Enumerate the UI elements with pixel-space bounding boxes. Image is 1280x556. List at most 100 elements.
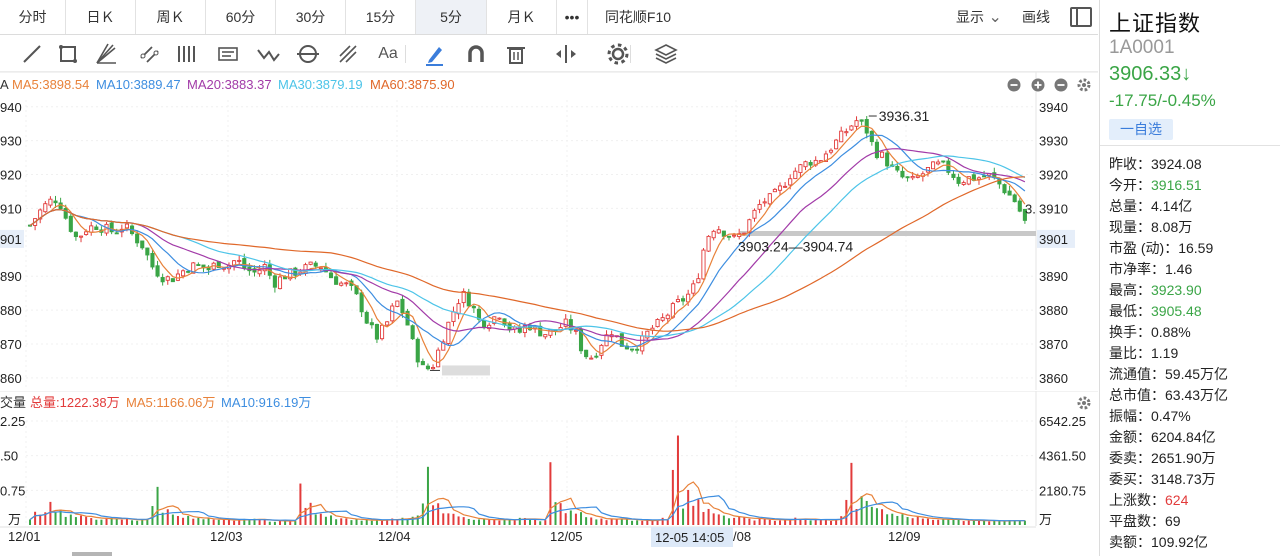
volume-bar <box>187 515 190 525</box>
tab-7[interactable]: 5分 <box>416 0 487 34</box>
candle-body <box>635 348 640 351</box>
candle-body <box>828 149 834 153</box>
chevron-down-icon: ⌄ <box>984 9 1002 26</box>
candle-body <box>589 357 594 360</box>
candle-body <box>895 165 900 171</box>
candle-body <box>573 329 578 332</box>
tab-6[interactable]: 15分 <box>346 0 416 34</box>
left-axis-label: 860 <box>0 371 22 386</box>
volume-bar <box>758 518 761 525</box>
candle-body <box>788 178 793 186</box>
candle-body <box>915 175 920 178</box>
volume-settings-icon[interactable] <box>1077 396 1091 410</box>
toolbar-separator <box>405 45 406 63</box>
volume-bg <box>0 391 1098 556</box>
candle-body <box>701 249 706 280</box>
price-axis-label: 3860 <box>1039 371 1068 386</box>
volume-chart[interactable]: 交量 总量:1222.38万 MA5:1166.06万 MA10:916.19万 654… <box>0 391 1098 556</box>
volume-bar <box>814 519 817 525</box>
candle-body <box>38 209 43 220</box>
scrollbar-thumb[interactable] <box>72 552 112 556</box>
candle-body <box>931 161 936 170</box>
volume-left-axis-label: 2.25 <box>0 414 25 429</box>
index-code: 1A0001 <box>1109 37 1175 58</box>
trash-icon[interactable] <box>502 40 530 68</box>
candle-body <box>497 317 502 320</box>
volume-bar <box>661 517 664 525</box>
ma-legend: A MA5:3898.54 MA10:3889.47 MA20:3883.37 MA30… <box>0 77 455 92</box>
panel-toggle-icon[interactable] <box>1070 7 1092 27</box>
price-chart[interactable]: A MA5:3898.54 MA10:3889.47 MA20:3883.37 MA30… <box>0 72 1098 390</box>
volume-bar <box>595 519 598 525</box>
gann-tool-icon[interactable] <box>334 40 362 68</box>
rectangle-tool-icon[interactable] <box>54 40 82 68</box>
tab-2[interactable]: 日Ｋ <box>66 0 136 34</box>
volume-bar <box>896 515 899 525</box>
magnet-icon[interactable] <box>462 40 490 68</box>
tab-1[interactable]: 分时 <box>0 0 66 34</box>
fit-width-icon[interactable] <box>552 40 580 68</box>
stat-row: 上涨数：624 <box>1109 490 1188 510</box>
settings-icon[interactable] <box>604 40 632 68</box>
text-tool-icon[interactable]: Aa <box>374 40 402 68</box>
tab-5[interactable]: 30分 <box>276 0 346 34</box>
channel-tool-icon[interactable] <box>136 40 164 68</box>
volume-bar <box>605 520 608 525</box>
candle-body <box>879 151 885 158</box>
stat-row: 总量：4.14亿 <box>1109 196 1192 216</box>
volume-bar <box>64 516 67 525</box>
volume-bar <box>483 518 486 525</box>
highlighter-icon[interactable] <box>420 40 448 68</box>
volume-bar <box>289 520 292 525</box>
candle-body <box>584 349 589 358</box>
line-tool-icon[interactable] <box>18 40 46 68</box>
stat-value: 69 <box>1165 513 1181 529</box>
layers-icon[interactable] <box>652 40 680 68</box>
candle-body <box>410 325 415 340</box>
volume-bar <box>784 519 787 525</box>
add-favorite-button[interactable]: 一自选 <box>1109 119 1173 140</box>
price-axis-label: 3920 <box>1039 168 1068 183</box>
candle-body <box>900 170 905 178</box>
cursor-time-bg <box>651 527 733 547</box>
vertical-lines-icon[interactable] <box>172 40 200 68</box>
wave-tool-icon[interactable] <box>254 40 282 68</box>
candle-body <box>936 161 941 165</box>
draw-lines-menu[interactable]: 画线 <box>1022 9 1050 25</box>
volume-bar <box>284 520 287 525</box>
candle-body <box>73 231 78 238</box>
display-menu[interactable]: 显示 ⌄ <box>956 0 1002 34</box>
left-highlight-bg <box>0 229 24 248</box>
volume-bar <box>722 515 725 525</box>
tab-9[interactable]: ••• <box>557 0 588 34</box>
candle-body <box>1022 208 1027 221</box>
volume-bar <box>44 512 47 525</box>
candle-body <box>114 232 119 235</box>
stat-value: 4.14亿 <box>1151 198 1193 214</box>
zoom-in-icon[interactable] <box>1031 78 1045 92</box>
tab-10[interactable]: 同花顺F10 <box>604 9 672 25</box>
text-box-icon[interactable] <box>214 40 242 68</box>
candle-body <box>665 314 670 320</box>
tab-4[interactable]: 60分 <box>206 0 276 34</box>
volume-legend-item: MA10:916.19万 <box>221 395 311 410</box>
volume-bar <box>712 513 715 525</box>
chart-settings-icon[interactable] <box>1077 78 1091 92</box>
volume-bar <box>937 519 940 525</box>
zoom-out-icon[interactable] <box>1007 78 1021 92</box>
volume-bar <box>299 483 302 525</box>
volume-left-axis-label: 0.75 <box>0 483 25 498</box>
collapse-icon[interactable] <box>1054 78 1068 92</box>
volume-bar <box>233 520 236 525</box>
price-axis-label: 3940 <box>1039 100 1068 115</box>
fan-tool-icon[interactable] <box>92 40 120 68</box>
circle-tool-icon[interactable] <box>294 40 322 68</box>
stat-label: 振幅： <box>1109 408 1151 424</box>
candle-body <box>752 209 757 219</box>
volume-bar <box>1008 520 1011 525</box>
stat-label: 流通值： <box>1109 366 1165 382</box>
tab-8[interactable]: 月Ｋ <box>487 0 557 34</box>
stat-row: 卖额：109.92亿 <box>1109 532 1208 552</box>
volume-bar <box>651 520 654 525</box>
tab-3[interactable]: 周Ｋ <box>136 0 206 34</box>
